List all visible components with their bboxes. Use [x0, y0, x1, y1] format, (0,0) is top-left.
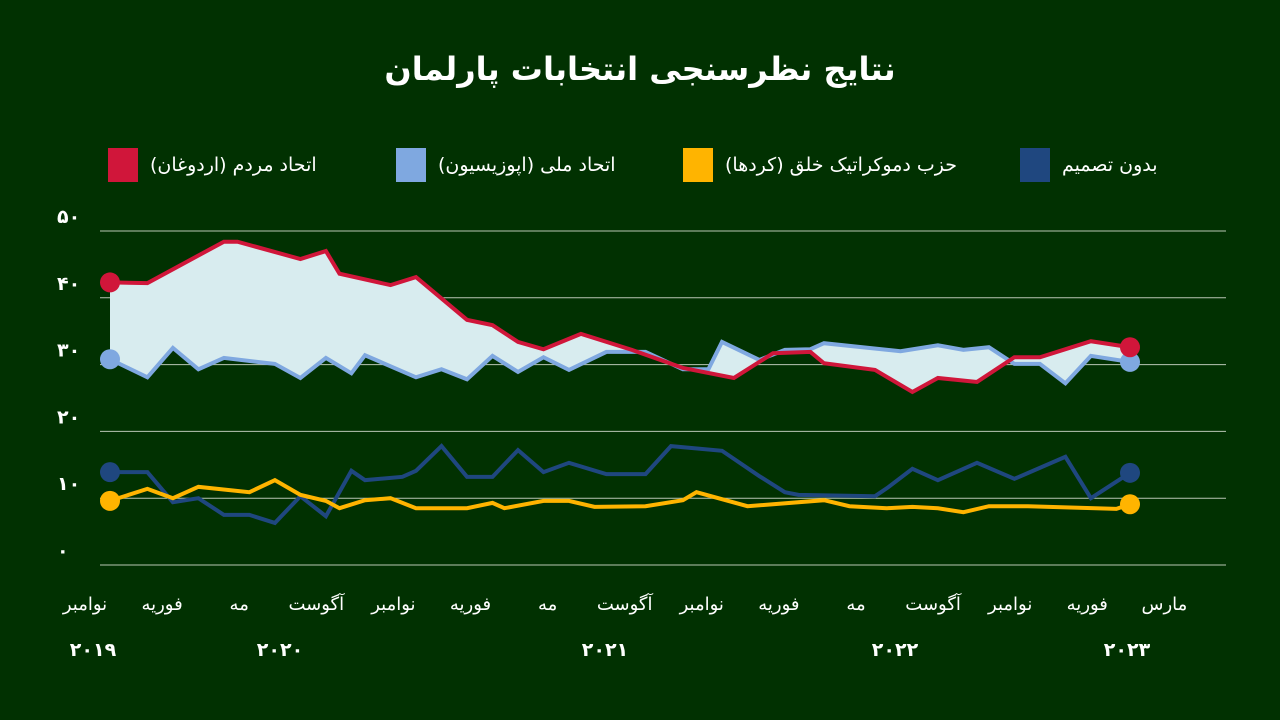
y-tick-label: ۰: [57, 540, 69, 562]
x-tick-label: مارس: [1142, 594, 1188, 615]
series-endpoint: [1120, 494, 1140, 515]
legend-item-hdp: حزب دموکراتیک خلق (کردها): [683, 148, 957, 182]
x-tick-label: نوامبر: [679, 594, 724, 615]
legend-swatch-red: [108, 148, 138, 182]
legend-swatch-light-blue: [396, 148, 426, 182]
series-endpoint: [1120, 337, 1140, 358]
y-tick-label: ۱۰: [57, 473, 80, 495]
x-tick-label: آگوست: [597, 592, 654, 615]
legend-item-nation-alliance: اتحاد ملی (اپوزیسیون): [396, 148, 616, 182]
legend-item-undecided: بدون تصمیم: [1020, 148, 1158, 182]
legend-swatch-yellow: [683, 148, 713, 182]
series-endpoint: [100, 490, 120, 511]
x-tick-label: نوامبر: [987, 594, 1032, 615]
x-tick-label: آگوست: [288, 592, 345, 615]
legend-label: حزب دموکراتیک خلق (کردها): [725, 154, 958, 176]
series-line: [110, 443, 1132, 526]
series-endpoint: [100, 462, 120, 483]
legend-label: اتحاد مردم (اردوغان): [150, 154, 317, 176]
y-tick-label: ۳۰: [57, 340, 80, 362]
x-tick-label: نوامبر: [62, 594, 107, 615]
series-line: [109, 239, 1131, 395]
legend-swatch-dark-blue: [1020, 148, 1050, 182]
year-label: ۲۰۲۰: [257, 639, 303, 661]
chart-title: نتایج نظرسنجی انتخابات پارلمان: [384, 50, 896, 88]
series-line: [109, 339, 1131, 386]
fill-between-area: [110, 241, 1130, 392]
series-endpoint: [100, 272, 120, 293]
x-tick-label: مه: [846, 594, 865, 615]
year-label: ۲۰۲۳: [1104, 639, 1151, 661]
x-tick-label: فوریه: [450, 594, 491, 615]
x-tick-label: نوامبر: [370, 594, 415, 615]
x-tick-label: مه: [230, 594, 249, 615]
x-tick-label: فوریه: [1067, 594, 1108, 615]
year-label: ۲۰۱۹: [70, 639, 117, 661]
x-tick-label: فوریه: [758, 594, 799, 615]
x-tick-label: مه: [538, 594, 557, 615]
y-tick-label: ۴۰: [57, 273, 80, 295]
legend-label: اتحاد ملی (اپوزیسیون): [438, 154, 616, 176]
series-endpoint: [1120, 351, 1140, 372]
legend-item-people-alliance: اتحاد مردم (اردوغان): [108, 148, 317, 182]
year-label: ۲۰۲۲: [872, 639, 919, 661]
series-endpoint: [100, 349, 120, 370]
series-endpoint: [1120, 462, 1140, 483]
year-label: ۲۰۲۱: [582, 639, 628, 661]
legend-label: بدون تصمیم: [1062, 154, 1158, 176]
series-line: [109, 477, 1131, 515]
x-tick-label: فوریه: [141, 594, 182, 615]
y-tick-label: ۵۰: [57, 206, 80, 228]
x-tick-label: آگوست: [905, 592, 962, 615]
y-tick-label: ۲۰: [57, 406, 80, 428]
